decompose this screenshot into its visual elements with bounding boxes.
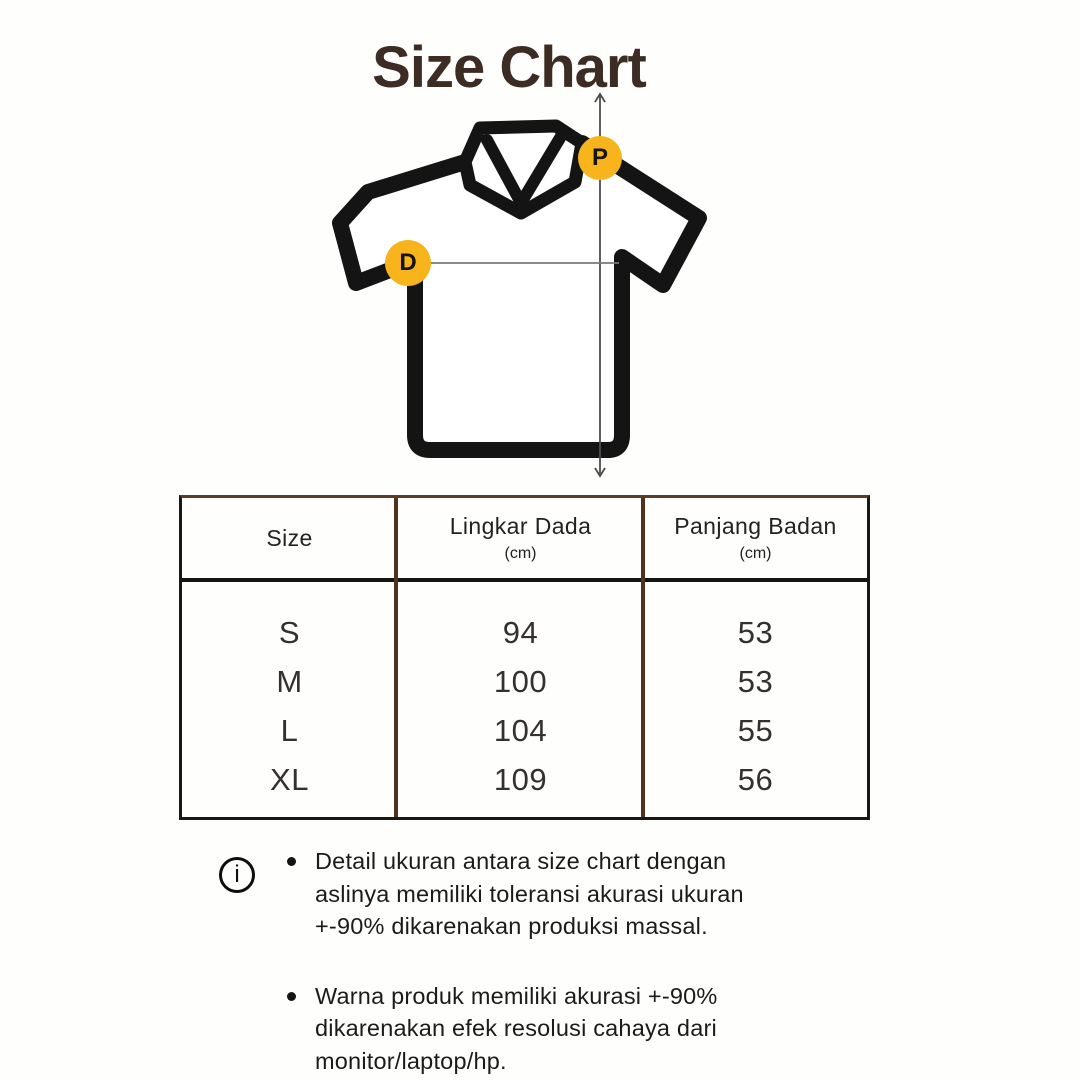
cell-lingkar-dada: 104 [493, 712, 548, 748]
page-title: Size Chart [372, 35, 647, 100]
table-row: L 104 55 [182, 706, 867, 755]
cell-size: S [278, 614, 301, 650]
note-line: dikarenakan efek resolusi cahaya dari [315, 1015, 717, 1041]
note-line: Warna produk memiliki akurasi +-90% [315, 982, 718, 1009]
note-text: Detail ukuran antara size chart dengan a… [315, 845, 744, 943]
length-badge-label: P [591, 144, 608, 171]
bullet-icon [287, 991, 296, 1001]
note-line: monitor/laptop/hp. [315, 1047, 507, 1074]
table-body: S 94 53 M 100 53 L 104 55 XL 109 56 [182, 582, 867, 804]
column-label: Panjang Badan [674, 513, 837, 539]
column-unit: (cm) [504, 545, 537, 562]
note-line: Detail ukuran antara size chart dengan [315, 848, 727, 874]
note-item: Detail ukuran antara size chart dengan a… [287, 845, 867, 943]
cell-panjang-badan: 55 [737, 712, 774, 748]
cell-panjang-badan: 56 [737, 761, 774, 797]
info-icon-glyph: i [234, 861, 240, 888]
column-label: Size [266, 524, 313, 551]
tshirt-diagram [332, 92, 707, 478]
bullet-icon [287, 857, 296, 866]
note-line: +-90% dikarenakan produksi massal. [315, 913, 708, 939]
cell-size: XL [270, 761, 309, 797]
info-icon: i [219, 857, 255, 893]
column-header-size: Size [182, 498, 397, 578]
chest-badge-label: D [399, 249, 417, 276]
column-unit: (cm) [739, 545, 772, 562]
column-header-panjang-badan: Panjang Badan (cm) [644, 498, 867, 578]
cell-size: L [280, 712, 299, 748]
cell-size: M [276, 663, 303, 699]
cell-lingkar-dada: 109 [493, 761, 548, 797]
note-line: aslinya memiliki toleransi akurasi ukura… [315, 880, 744, 907]
cell-panjang-badan: 53 [737, 614, 774, 650]
column-label: Lingkar Dada [449, 513, 592, 539]
column-divider [641, 498, 645, 817]
table-row: M 100 53 [182, 657, 867, 706]
column-header-lingkar-dada: Lingkar Dada (cm) [397, 498, 644, 578]
column-divider [394, 498, 398, 817]
cell-lingkar-dada: 100 [493, 663, 548, 699]
table-row: S 94 53 [182, 608, 867, 657]
length-badge: P [578, 136, 622, 180]
note-item: Warna produk memiliki akurasi +-90% dika… [287, 980, 867, 1078]
table-header-row: Size Lingkar Dada (cm) Panjang Badan (cm… [182, 498, 867, 582]
table-row: XL 109 56 [182, 755, 867, 804]
size-table: Size Lingkar Dada (cm) Panjang Badan (cm… [179, 495, 870, 820]
cell-lingkar-dada: 94 [502, 614, 539, 650]
chest-badge: D [385, 240, 431, 286]
note-text: Warna produk memiliki akurasi +-90% dika… [315, 980, 718, 1078]
tshirt-outline [332, 135, 707, 458]
cell-panjang-badan: 53 [737, 663, 774, 699]
notes-section: Detail ukuran antara size chart dengan a… [287, 845, 867, 1077]
